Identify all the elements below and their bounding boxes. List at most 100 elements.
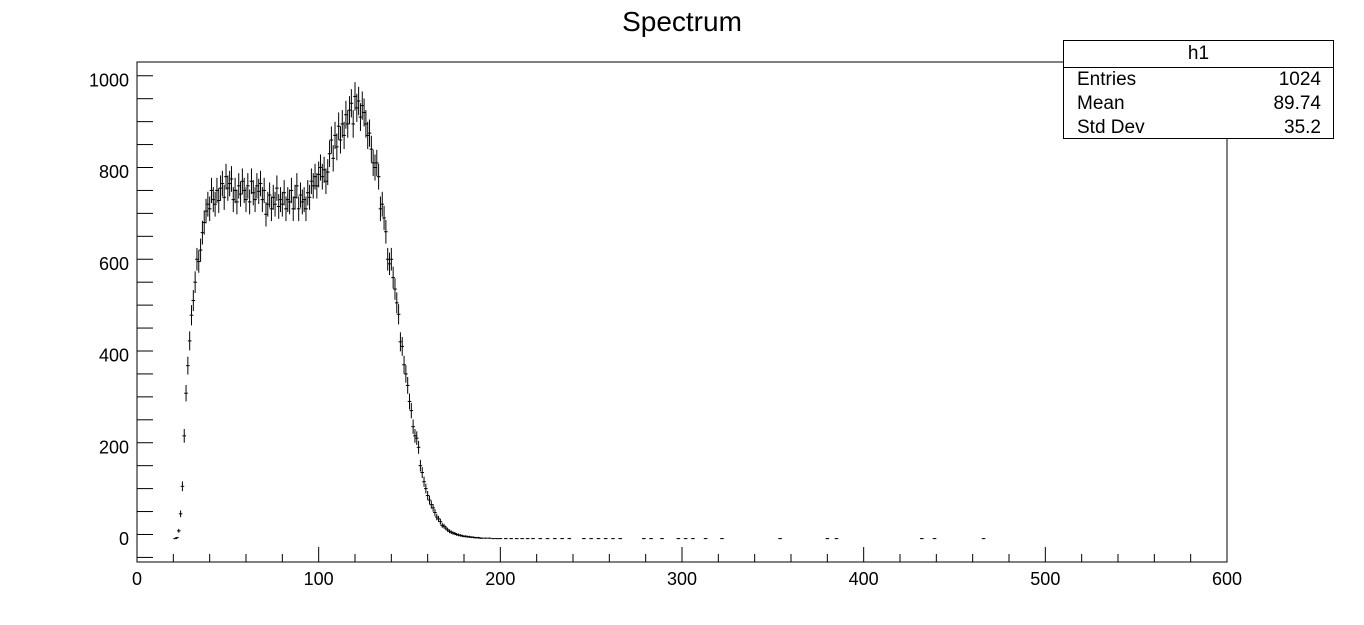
x-tick-label: 200 <box>485 569 515 589</box>
data-point <box>249 168 254 195</box>
data-point <box>484 537 488 539</box>
data-point <box>293 184 297 210</box>
data-point <box>589 538 593 540</box>
data-point <box>380 191 385 217</box>
data-point <box>207 196 212 222</box>
data-point <box>311 173 316 199</box>
y-tick-label: 600 <box>99 254 129 274</box>
x-tick-label: 0 <box>132 569 142 589</box>
data-point <box>267 182 272 208</box>
data-point <box>422 476 426 487</box>
data-point <box>425 491 430 500</box>
axes: 0 100 200 300 400 500 600 0 200 400 600 800 1000 <box>89 70 1242 589</box>
data-point <box>302 187 306 213</box>
data-point <box>414 431 419 445</box>
data-point <box>405 376 410 394</box>
data-point <box>611 538 615 540</box>
data-point <box>387 252 392 276</box>
data-point <box>333 121 337 150</box>
data-point <box>231 187 236 213</box>
stats-label: Mean <box>1077 93 1125 114</box>
data-point <box>509 538 514 540</box>
data-point <box>176 528 181 533</box>
data-point <box>371 149 375 177</box>
data-point <box>200 220 205 245</box>
data-point <box>304 196 308 222</box>
data-point <box>400 337 405 356</box>
data-point <box>498 538 503 540</box>
data-point <box>453 531 457 536</box>
data-point <box>560 538 564 540</box>
data-point <box>195 247 199 271</box>
x-tick-label: 500 <box>1030 569 1060 589</box>
y-tick-label: 800 <box>99 162 129 182</box>
data-point <box>411 419 415 434</box>
data-point <box>313 163 317 190</box>
data-point <box>342 121 346 150</box>
data-point <box>175 536 179 539</box>
data-point <box>315 173 319 199</box>
data-point <box>398 332 403 352</box>
data-point <box>233 177 237 204</box>
data-point <box>491 538 495 540</box>
data-point <box>324 168 328 195</box>
data-point <box>373 154 377 181</box>
data-point <box>545 538 550 540</box>
data-point <box>981 538 986 540</box>
data-point <box>424 483 428 494</box>
data-point <box>442 523 446 529</box>
data-point <box>216 188 221 213</box>
stats-value: 1024 <box>1278 69 1321 90</box>
data-point <box>494 538 499 540</box>
data-point <box>316 161 321 188</box>
stats-row-mean: Mean 89.74 <box>1064 92 1333 116</box>
data-point <box>220 170 225 197</box>
data-point <box>198 238 203 262</box>
data-point <box>431 504 435 512</box>
data-point <box>378 196 383 222</box>
data-point <box>683 538 688 540</box>
data-point <box>438 518 443 525</box>
data-point <box>720 538 724 540</box>
data-point <box>204 198 208 224</box>
data-point <box>298 182 303 208</box>
chart-title: Spectrum <box>622 6 742 37</box>
data-point <box>447 529 452 534</box>
data-point <box>178 510 183 518</box>
data-point <box>344 100 348 129</box>
data-point <box>213 191 217 217</box>
data-point <box>325 159 330 186</box>
data-point <box>932 538 937 540</box>
stats-label: Entries <box>1077 69 1137 90</box>
data-point <box>182 428 187 443</box>
data-point <box>227 170 232 197</box>
stats-title: h1 <box>1064 41 1333 68</box>
x-tick-label: 100 <box>304 569 334 589</box>
data-point <box>278 187 283 213</box>
y-tick-label: 400 <box>99 346 129 366</box>
data-point <box>369 135 374 163</box>
data-point <box>353 82 357 111</box>
data-point <box>427 495 432 505</box>
data-point <box>247 189 252 215</box>
data-point <box>236 173 241 199</box>
data-point <box>193 271 197 294</box>
data-point <box>364 110 368 138</box>
data-point <box>335 133 339 161</box>
data-point <box>360 91 365 120</box>
data-point <box>191 290 196 311</box>
data-point <box>287 189 292 215</box>
data-point <box>240 168 245 195</box>
data-point <box>235 189 239 215</box>
data-point <box>691 538 695 540</box>
data-point <box>184 385 188 402</box>
data-point <box>355 93 359 122</box>
data-point <box>256 178 261 204</box>
data-point <box>173 538 177 540</box>
data-point <box>391 266 395 289</box>
data-point <box>420 467 425 479</box>
data-point <box>520 538 524 540</box>
data-point <box>351 110 355 138</box>
data-point <box>436 515 441 522</box>
